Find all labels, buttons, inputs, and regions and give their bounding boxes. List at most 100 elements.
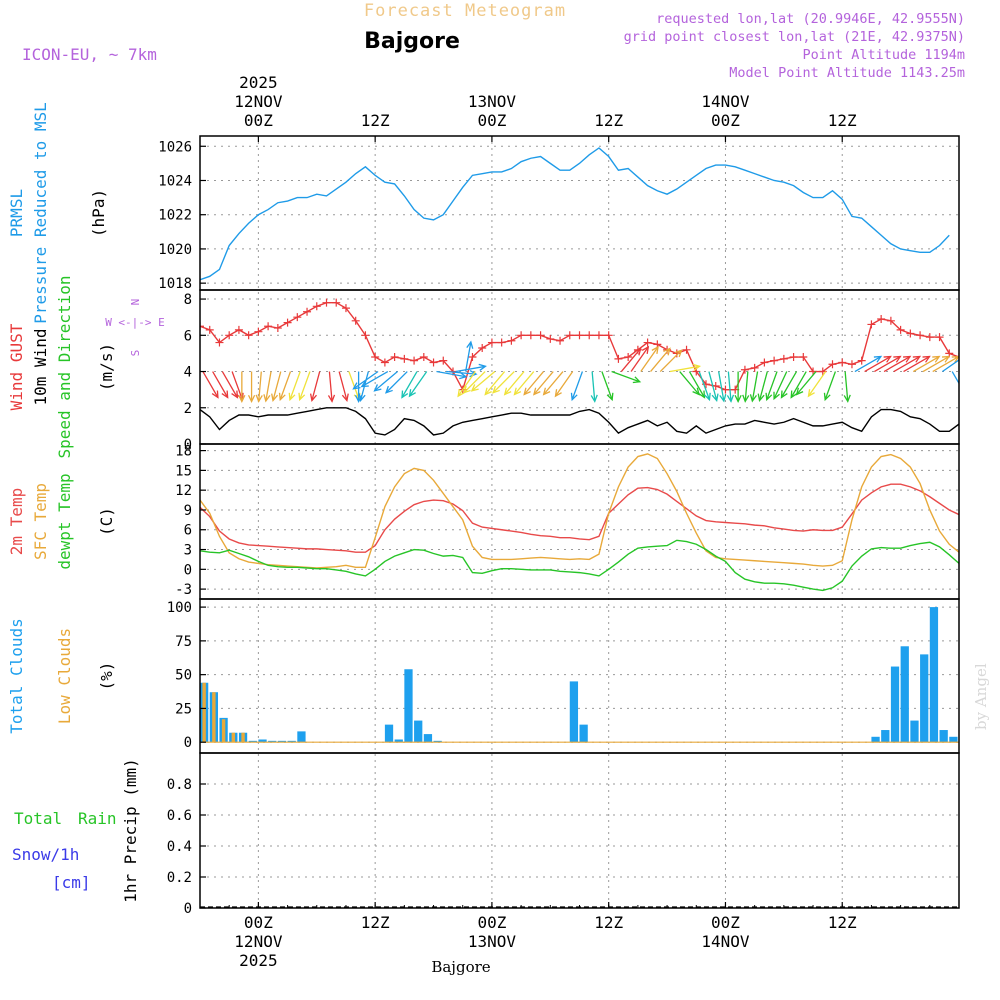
axis-label--cm-: [cm]: [52, 873, 91, 892]
gust-marker: [507, 336, 516, 345]
bar-total-clouds: [297, 731, 306, 743]
wind-arrow-shaft: [338, 371, 348, 401]
wind-arrow-shaft: [708, 371, 718, 401]
wind-arrow-shaft: [807, 371, 827, 397]
y-tick-label: 6: [184, 328, 192, 344]
time-label-top: 12Z: [594, 111, 623, 130]
wind-arrow-shaft: [903, 355, 930, 373]
wind-arrow-shaft: [751, 371, 759, 402]
wind-arrow-shaft: [374, 371, 398, 392]
panel-plot-clouds: [200, 607, 959, 743]
wind-arrow-head: [780, 390, 788, 399]
gust-marker: [760, 358, 769, 367]
wind-arrow-shaft: [591, 371, 596, 402]
series-prmsl: [200, 147, 950, 281]
gust-marker: [896, 325, 905, 334]
wind-arrow-head: [590, 394, 598, 403]
bar-total-clouds: [910, 720, 919, 743]
wind-arrow-shaft: [279, 371, 292, 400]
bar-low-clouds: [231, 732, 236, 743]
wind-arrow-shaft: [265, 371, 272, 402]
gust-marker: [546, 334, 555, 343]
y-tick-label: 1024: [158, 173, 192, 189]
y-tick-label: 15: [175, 463, 192, 479]
panel-plot-wind: [200, 298, 959, 436]
y-tick-label: 1018: [158, 276, 192, 292]
gust-marker: [517, 331, 526, 340]
wind-arrow-head: [358, 393, 366, 402]
wind-arrow-head: [674, 349, 683, 358]
wind-arrow-shaft: [231, 371, 243, 400]
wind-arrow-shaft: [523, 371, 544, 395]
wind-arrow-shaft: [659, 349, 682, 372]
bar-total-clouds: [433, 740, 442, 743]
time-label-top: 13NOV: [468, 92, 517, 111]
gust-marker: [341, 304, 350, 313]
wind-arrow-head: [352, 382, 361, 390]
bar-total-clouds: [920, 654, 929, 743]
gust-marker: [643, 338, 652, 347]
time-label-top: 2025: [239, 73, 278, 92]
bar-low-clouds: [202, 682, 206, 743]
wind-arrow-shaft: [408, 371, 428, 397]
wind-arrow-head: [327, 394, 336, 403]
requested-coords: requested lon,lat (20.9946E, 42.9555N): [656, 11, 965, 27]
wind-arrow-shaft: [272, 371, 282, 401]
wind-arrow-head: [373, 384, 382, 392]
wind-arrow-head: [503, 387, 512, 396]
gust-marker: [624, 353, 633, 362]
bar-total-clouds: [384, 724, 394, 743]
wind-arrow-shaft: [504, 371, 525, 395]
wind-arrow-head: [384, 385, 393, 394]
wind-arrow-shaft: [471, 371, 496, 392]
panel-frame-precip: [199, 752, 960, 909]
wind-arrow-shaft: [484, 371, 506, 395]
wind-arrow-shaft: [650, 348, 671, 372]
y-tick-label: 0.8: [167, 777, 192, 793]
wind-arrow-head: [903, 355, 912, 363]
wind-arrow-shaft: [874, 355, 901, 373]
wind-arrow-head: [221, 390, 229, 399]
wind-arrow-head: [606, 392, 614, 402]
compass-west-east: W <-|-> E: [105, 316, 165, 329]
gust-marker: [594, 331, 603, 340]
wind-arrow-head: [726, 394, 735, 403]
wind-arrow-head: [711, 393, 719, 402]
wind-arrow-shaft: [824, 371, 837, 400]
wind-arrow-shaft: [718, 371, 725, 402]
wind-arrow-head: [570, 392, 578, 402]
gust-marker: [254, 327, 263, 336]
wind-arrow-shaft: [640, 346, 659, 372]
wind-arrow-shaft: [513, 371, 535, 395]
wind-arrow-shaft: [543, 371, 564, 395]
gust-marker: [526, 331, 535, 340]
gust-marker: [497, 338, 506, 347]
gust-marker: [604, 331, 613, 340]
wind-arrow-head: [492, 385, 500, 394]
axis-label--: (%): [97, 662, 116, 691]
gust-marker: [419, 353, 428, 362]
wind-arrow-shaft: [571, 371, 584, 400]
wind-arrow-head: [663, 347, 671, 356]
y-tick-label: 8: [184, 292, 192, 308]
wind-arrow-head: [698, 390, 706, 399]
gust-marker: [916, 331, 925, 340]
axis-label-total: Total: [14, 809, 62, 828]
wind-arrow-shaft: [221, 371, 238, 398]
axis-label-low-clouds: Low Clouds: [55, 628, 74, 724]
gust-marker: [672, 349, 681, 358]
footer-location: Bajgore: [431, 958, 490, 976]
model-altitude: Model Point Altitude 1143.25m: [729, 65, 965, 81]
wind-arrow-head: [408, 389, 416, 398]
bar-total-clouds: [414, 720, 423, 743]
wind-arrow-head: [554, 389, 562, 398]
wind-arrow-head: [478, 363, 487, 371]
wind-arrow-head: [401, 390, 409, 399]
gust-marker: [847, 360, 856, 369]
time-label-bottom: 13NOV: [468, 932, 517, 951]
wind-arrow-shaft: [328, 371, 333, 402]
series-sfc-temp: [200, 453, 959, 569]
wind-arrow-shaft: [864, 355, 891, 373]
gust-marker: [857, 356, 866, 365]
wind-arrow-shaft: [679, 371, 700, 395]
